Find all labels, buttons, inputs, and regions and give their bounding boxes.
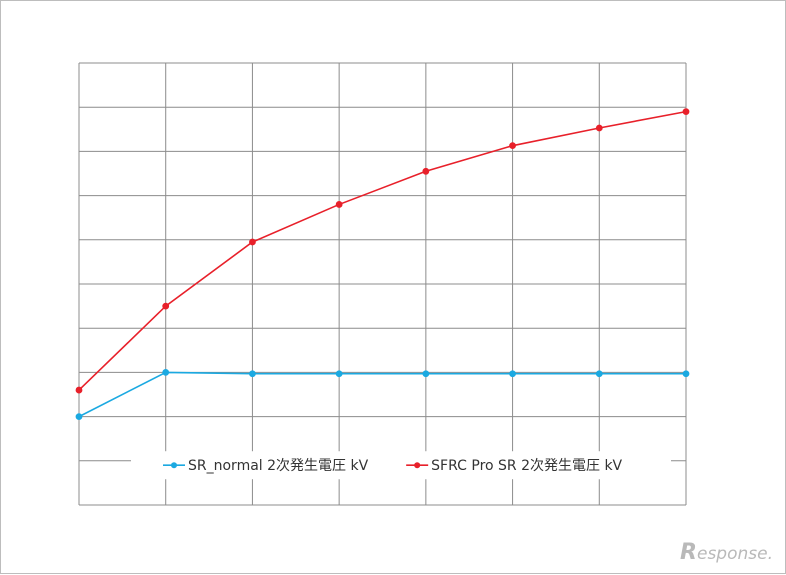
data-point bbox=[509, 142, 516, 150]
response-logo: Response. bbox=[680, 540, 773, 565]
data-point bbox=[249, 370, 256, 378]
legend-swatch-marker bbox=[171, 462, 177, 469]
data-point bbox=[335, 370, 343, 378]
data-point bbox=[162, 302, 170, 310]
legend: SR_normal 2次発生電圧 kV SFRC Pro SR 2次発生電圧 kV bbox=[131, 451, 671, 480]
data-point bbox=[595, 124, 603, 132]
data-point bbox=[75, 386, 83, 394]
data-point bbox=[682, 108, 690, 116]
data-point bbox=[335, 201, 343, 208]
data-point bbox=[422, 370, 430, 378]
legend-swatch-marker bbox=[414, 462, 421, 469]
data-point bbox=[75, 413, 83, 421]
series-layer bbox=[75, 108, 690, 421]
data-point bbox=[162, 368, 170, 376]
series-line-2 bbox=[78, 110, 687, 391]
data-point bbox=[595, 370, 603, 378]
data-point bbox=[422, 167, 430, 175]
legend-label: SR_normal 2次発生電圧 kV bbox=[188, 458, 369, 474]
series-line-1 bbox=[78, 371, 686, 418]
grid bbox=[78, 62, 687, 506]
data-point bbox=[682, 370, 690, 378]
data-point bbox=[249, 238, 256, 246]
legend-label: SFRC Pro SR 2次発生電圧 kV bbox=[431, 458, 622, 474]
data-point bbox=[509, 370, 516, 378]
legend-background bbox=[131, 451, 671, 480]
